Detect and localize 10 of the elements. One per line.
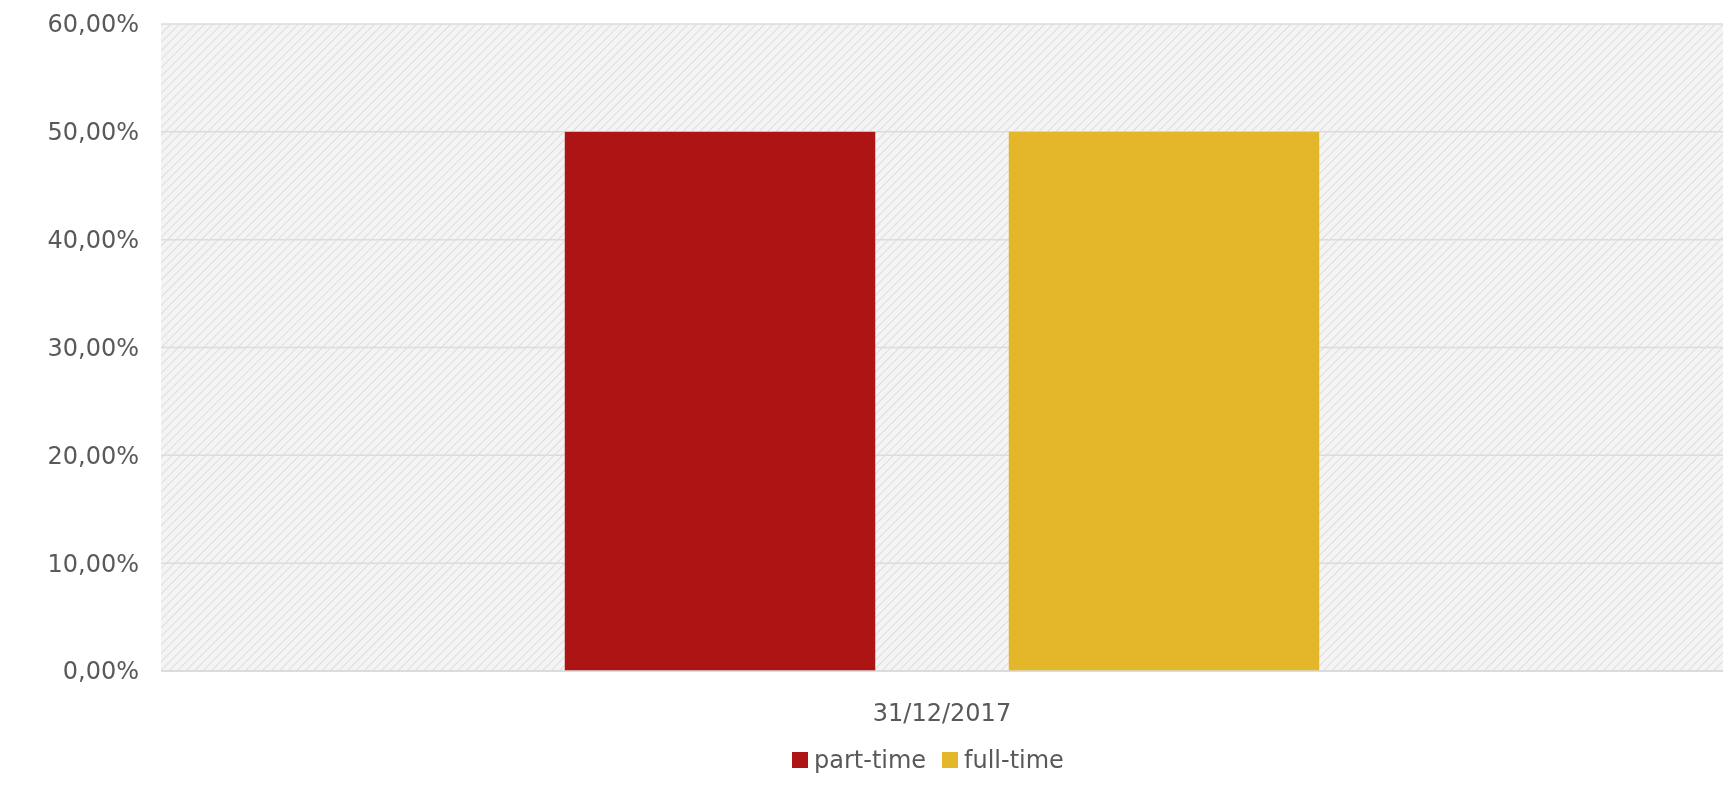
y-tick-label: 60,00% <box>47 10 139 39</box>
x-tick-label: 31/12/2017 <box>872 699 1012 727</box>
y-tick-label: 50,00% <box>47 118 139 147</box>
legend-label: full-time <box>964 746 1064 775</box>
y-tick-label: 30,00% <box>47 333 139 362</box>
y-tick-label: 0,00% <box>62 657 139 686</box>
y-tick-label: 40,00% <box>47 226 139 255</box>
legend-label: part-time <box>814 746 927 775</box>
y-tick-label: 20,00% <box>47 441 139 470</box>
y-tick-label: 10,00% <box>47 549 139 578</box>
